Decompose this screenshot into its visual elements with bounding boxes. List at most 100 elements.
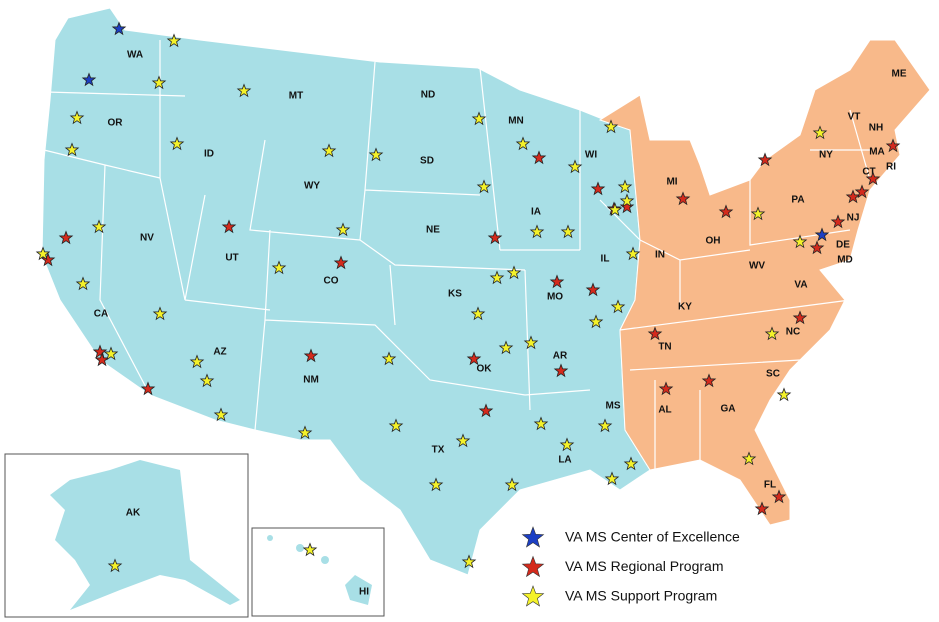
site-star <box>553 363 569 378</box>
state-label: WV <box>749 261 765 272</box>
state-label: VT <box>848 112 861 123</box>
site-star <box>701 373 717 388</box>
legend-star <box>521 585 545 607</box>
site-star <box>771 489 787 504</box>
state-label: AR <box>553 351 568 362</box>
state-label: SC <box>766 369 780 380</box>
site-star <box>466 351 482 366</box>
state-label: NV <box>140 233 154 244</box>
state-label: SD <box>420 156 434 167</box>
state-label: NE <box>426 225 440 236</box>
site-star <box>297 425 313 440</box>
site-star <box>487 230 503 245</box>
legend: VA MS Center of Excellence VA MS Regional… <box>521 526 740 607</box>
legend-star <box>521 555 545 578</box>
site-star <box>549 274 565 289</box>
state-label: MA <box>869 147 885 158</box>
state-label: WY <box>304 181 320 192</box>
site-star <box>166 33 182 48</box>
state-label: NC <box>786 327 800 338</box>
site-star <box>271 260 287 275</box>
legend-label: VA MS Center of Excellence <box>565 529 740 545</box>
site-star <box>567 159 583 174</box>
state-label: LA <box>558 455 571 466</box>
state-label: OR <box>108 118 124 129</box>
site-star <box>623 456 639 471</box>
site-star <box>199 373 215 388</box>
hawaii-island <box>296 544 304 552</box>
site-star <box>388 418 404 433</box>
site-star <box>381 351 397 366</box>
site-star <box>604 471 620 486</box>
state-label: OH <box>706 236 721 247</box>
site-star <box>303 348 319 363</box>
state-label: HI <box>359 587 369 598</box>
site-star <box>590 181 606 196</box>
site-star <box>151 75 167 90</box>
site-star <box>368 147 384 162</box>
site-star <box>741 451 757 466</box>
site-star <box>830 214 846 229</box>
site-star <box>865 171 881 186</box>
site-star <box>597 418 613 433</box>
site-star <box>588 314 604 329</box>
state-label: FL <box>764 480 776 491</box>
site-star <box>560 224 576 239</box>
site-star <box>814 227 830 242</box>
site-star <box>792 234 808 249</box>
site-star <box>35 246 51 261</box>
site-star <box>40 252 56 267</box>
state-label: IA <box>531 207 541 218</box>
hawaii-island <box>267 535 273 541</box>
state-label: WA <box>127 50 143 61</box>
site-star <box>213 407 229 422</box>
site-star <box>506 265 522 280</box>
state-label: MO <box>547 292 563 303</box>
state-label: VA <box>794 280 807 291</box>
legend-label: VA MS Support Program <box>565 588 717 604</box>
state-label: WI <box>585 150 597 161</box>
east-region <box>598 39 931 526</box>
site-star <box>809 240 825 255</box>
site-star <box>529 224 545 239</box>
site-star <box>470 306 486 321</box>
site-star <box>64 142 80 157</box>
legend-label: VA MS Regional Program <box>565 558 723 574</box>
site-star <box>854 184 870 199</box>
site-star <box>754 501 770 516</box>
state-label: CO <box>324 276 339 287</box>
state-label: CA <box>94 309 108 320</box>
site-star <box>792 310 808 325</box>
site-star <box>845 189 861 204</box>
site-star <box>94 352 110 367</box>
legend-star <box>521 526 545 548</box>
state-label: GA <box>721 404 736 415</box>
site-star <box>103 346 119 361</box>
site-star <box>478 403 494 418</box>
state-label: RI <box>886 162 896 173</box>
state-label: NY <box>819 150 833 161</box>
site-star <box>647 326 663 341</box>
alaska-shape <box>50 460 240 610</box>
state-label: MS <box>606 401 621 412</box>
site-star <box>531 150 547 165</box>
state-labels: WA OR CA NV ID MT WY UT CO AZ NM ND SD NE KS OK TX MN IA MO… <box>94 50 907 598</box>
state-label: ID <box>204 149 214 160</box>
site-star <box>461 554 477 569</box>
site-star <box>603 119 619 134</box>
state-label: IL <box>601 254 610 265</box>
site-star <box>619 199 635 214</box>
site-star <box>91 219 107 234</box>
state-label: ND <box>421 90 435 101</box>
state-label: IN <box>655 250 665 261</box>
site-star <box>750 206 766 221</box>
state-label: MD <box>837 255 853 266</box>
site-star <box>489 270 505 285</box>
site-star <box>812 125 828 140</box>
state-label: AL <box>658 405 671 416</box>
state-borders <box>43 40 871 470</box>
hawaii-island <box>321 556 329 564</box>
site-star <box>169 136 185 151</box>
site-star <box>476 179 492 194</box>
site-star <box>75 276 91 291</box>
